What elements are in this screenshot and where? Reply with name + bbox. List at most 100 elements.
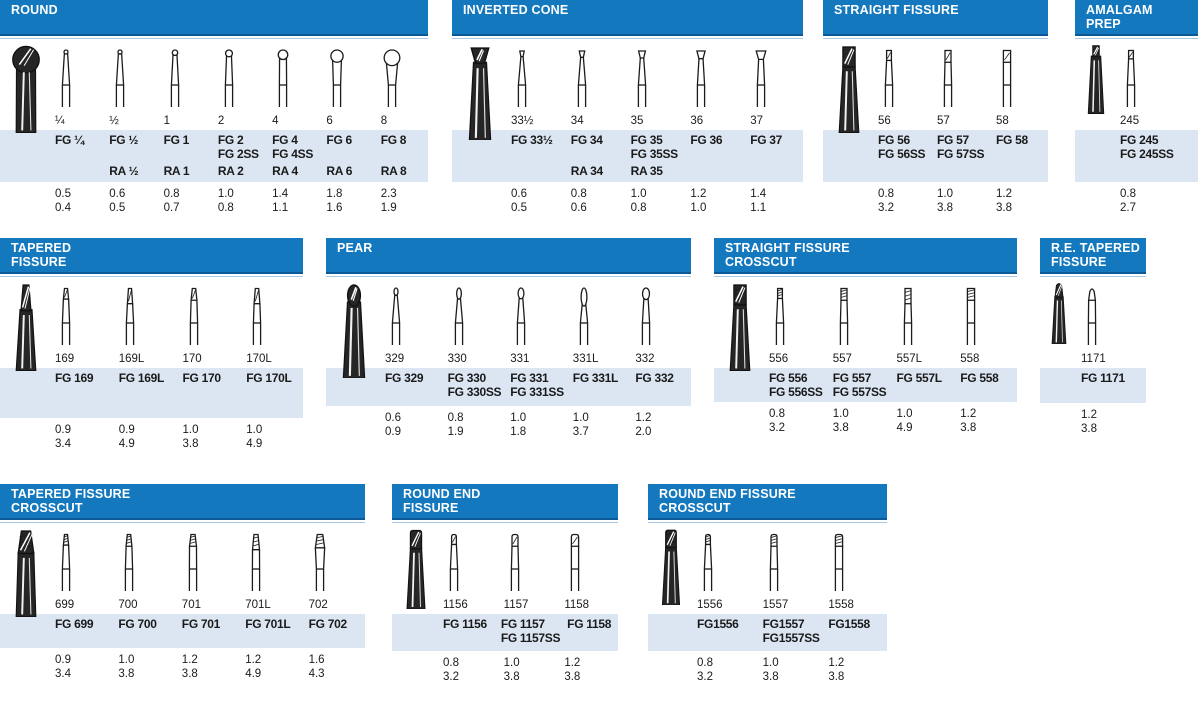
fg-codes: FG 332 <box>628 371 691 399</box>
header-underline <box>392 522 618 523</box>
code-band: FG 33½ FG 34 FG 35 FG 35SS FG 36 FG 37 RA 34 RA… <box>452 130 803 182</box>
fg-code: FG 557 <box>832 371 872 385</box>
size-label: 331 <box>510 353 530 365</box>
fg-codes: FG 1157 FG 1157SS <box>494 617 561 645</box>
dimensions: 0.8 0.7 <box>157 187 211 215</box>
fg-codes: FG 33½ <box>504 133 564 161</box>
size-label: 329 <box>385 353 405 365</box>
dim-bottom-value: 1.1 <box>272 202 289 214</box>
dim-top-value: 1.0 <box>937 188 953 200</box>
dim-bottom-value: 3.8 <box>503 671 520 683</box>
fg-code: FG 245 <box>1120 133 1159 147</box>
bur-glyph-round <box>157 45 211 115</box>
dimensions: 0.8 1.9 <box>441 411 504 439</box>
dim-bottom-value: 1.9 <box>447 426 464 438</box>
bur-glyph-straight-fissure-crosscut <box>953 283 1017 353</box>
dimensions: 1.0 0.8 <box>211 187 265 215</box>
section-body: 699 700 701 701L 702 FG 699 FG 700 FG 701 FG 701… <box>0 523 365 681</box>
fg-code: FG 4 <box>272 133 298 147</box>
section-round-end-fissure-crosscut: ROUND END FISSURE CROSSCUT 1556 1557 1558 FG1… <box>648 484 887 684</box>
section-title: PREP <box>1086 16 1121 31</box>
dim-top-value: 1.4 <box>272 188 289 200</box>
fg-code: FG 556SS <box>769 384 823 399</box>
fg-codes: FG 331L <box>566 371 629 399</box>
section-header: AMALGAM PREP <box>1075 0 1198 36</box>
bur-glyph-round-end-fissure-crosscut <box>821 529 887 599</box>
code-band: FG 556 FG 556SS FG 557 FG 557SS FG 557L FG 55… <box>714 368 1017 402</box>
fg-code: FG1558 <box>828 617 870 631</box>
dimensions: 1.0 3.8 <box>826 407 890 435</box>
size-label: 170 <box>182 353 202 365</box>
code-band: FG 329 FG 330 FG 330SS FG 331 FG 331SS FG 331… <box>326 368 691 406</box>
dim-top-value: 1.0 <box>246 424 263 436</box>
size-label: 557L <box>896 353 923 365</box>
size-label: 6 <box>326 115 333 127</box>
fg-codes: FG ¼ <box>48 133 102 161</box>
section-header: INVERTED CONE <box>452 0 803 36</box>
dim-top-value: 0.8 <box>443 657 459 669</box>
section-header: R.E. TAPERED FISSURE <box>1040 238 1146 274</box>
code-band: FG1556 FG1557 FG1557SS FG1558 <box>648 614 887 651</box>
fg-code: FG 1158 <box>567 617 612 631</box>
dim-top-value: 0.6 <box>385 412 401 424</box>
section-header: PEAR <box>326 238 691 274</box>
fg-codes: FG ½ <box>102 133 156 161</box>
dim-top-value: 1.2 <box>635 412 652 424</box>
dim-top-value: 0.8 <box>1120 188 1136 200</box>
dimensions: 1.2 4.9 <box>238 653 301 681</box>
fg-code: FG 1157 <box>500 617 545 631</box>
bur-glyph-tapered-fissure-crosscut <box>302 529 365 599</box>
dim-top-value: 1.0 <box>832 408 849 420</box>
section-body: 33½ 34 35 36 37 FG 33½ FG 34 FG 35 FG 35SS FG 36 F… <box>452 39 803 215</box>
size-label: 34 <box>570 115 584 127</box>
size-label: 702 <box>308 599 328 611</box>
fg-codes: FG 170L <box>239 371 303 386</box>
dim-bottom-value: 3.8 <box>828 671 845 683</box>
size-label: 1158 <box>564 599 590 611</box>
dim-top-value: 0.5 <box>55 188 71 200</box>
dimensions: 0.6 0.5 <box>504 187 564 215</box>
fg-code: FG 37 <box>750 133 783 147</box>
fg-code: FG 170L <box>246 371 292 385</box>
size-label: 56 <box>878 115 891 127</box>
dim-bottom-value: 0.5 <box>109 202 126 214</box>
size-label: 701 <box>181 599 201 611</box>
bur-glyph-pear <box>628 283 691 353</box>
amalgam-prep-hero-bur-illustration <box>1077 41 1115 114</box>
bur-glyph-straight-fissure-crosscut <box>762 283 826 353</box>
pear-hero-bur-illustration <box>328 279 380 379</box>
section-straight-fissure: STRAIGHT FISSURE 56 57 58 FG 56 FG 56SS FG 57 F… <box>823 0 1048 215</box>
bur-glyph-re-tapered-fissure <box>1074 283 1146 353</box>
section-header: ROUND END FISSURE CROSSCUT <box>648 484 887 520</box>
header-underline <box>1075 38 1198 39</box>
fg-code: FG 1156 <box>443 617 487 631</box>
dimensions: 1.2 3.8 <box>1074 408 1146 436</box>
fg-code: FG 57 <box>937 133 969 147</box>
fg-codes: FG 1156 <box>436 617 494 645</box>
bur-glyph-pear <box>378 283 441 353</box>
fg-codes: FG 35 FG 35SS <box>624 133 684 161</box>
section-header: TAPERED FISSURE <box>0 238 303 274</box>
fg-codes: FG 34 <box>564 133 624 161</box>
bur-glyph-straight-fissure <box>989 45 1048 115</box>
dim-top-value: 1.0 <box>762 657 779 669</box>
dim-top-value: 1.4 <box>750 188 767 200</box>
fg-code: FG 170 <box>182 371 222 385</box>
bur-glyph-straight-fissure-crosscut <box>826 283 890 353</box>
dim-top-value: 1.0 <box>572 412 589 424</box>
size-label: 331L <box>572 353 599 365</box>
fg-code: FG 330SS <box>447 384 502 399</box>
fg-codes: FG 58 <box>989 133 1048 161</box>
code-band: FG 245 FG 245SS <box>1075 130 1198 182</box>
fg-code: FG 34 <box>570 133 603 147</box>
section-header: TAPERED FISSURE CROSSCUT <box>0 484 365 520</box>
section-title: CROSSCUT <box>725 254 797 269</box>
bur-glyph-inverted-cone <box>564 45 624 115</box>
ra-code <box>743 165 803 179</box>
fg-codes: FG 1 <box>157 133 211 161</box>
ra-code <box>504 165 564 179</box>
dim-bottom-value: 0.5 <box>511 202 527 214</box>
dimensions: 1.2 3.8 <box>953 407 1017 435</box>
fg-code: FG 1157SS <box>500 630 561 645</box>
dim-bottom-value: 4.3 <box>308 668 325 680</box>
